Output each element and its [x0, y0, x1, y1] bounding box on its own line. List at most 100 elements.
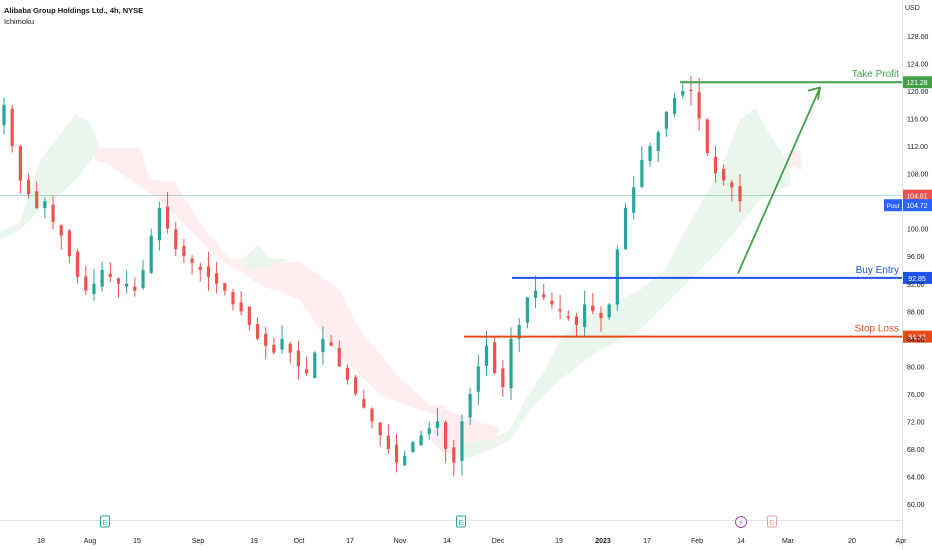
- time-tick: 17: [346, 538, 354, 545]
- candle: [174, 221, 178, 256]
- time-tick: 17: [643, 538, 651, 545]
- candle: [599, 306, 603, 332]
- candle: [280, 325, 284, 354]
- candle: [59, 224, 63, 250]
- time-axis: 18 Aug 15 Sep 19 Oct 17 Nov 14 Dec 19 2023 17 Feb 14 Ma…: [37, 538, 907, 545]
- candle-body: [493, 342, 497, 374]
- candle-body: [223, 283, 227, 291]
- candle-body: [640, 159, 644, 187]
- candle-body: [272, 344, 276, 353]
- candle: [509, 327, 513, 400]
- earnings-marker-letter: E: [458, 518, 463, 527]
- candle-body: [533, 290, 538, 298]
- indicator-label[interactable]: Ichimoku: [4, 17, 35, 26]
- candle: [607, 303, 611, 320]
- candle: [738, 174, 742, 212]
- candle-body: [648, 146, 652, 161]
- candle-body: [51, 204, 55, 222]
- candle: [468, 387, 472, 425]
- candle: [149, 228, 153, 275]
- earnings-marker-letter: E: [102, 518, 107, 527]
- price-tick: 72.00: [907, 419, 925, 426]
- candle: [215, 261, 219, 294]
- candle: [476, 354, 480, 406]
- candle-body: [607, 304, 611, 318]
- price-axis: 60.00 64.00 68.00 72.00 76.00 80.00 84.00 88.00…: [907, 34, 929, 509]
- price-tick: 92.00: [907, 282, 925, 289]
- candle-body: [583, 304, 587, 328]
- candle-body: [730, 182, 734, 188]
- candle: [648, 142, 652, 167]
- dividend-marker: ⚡: [735, 516, 747, 528]
- candle-body: [84, 276, 88, 291]
- candle-body: [435, 421, 440, 428]
- candle: [542, 283, 546, 301]
- level-price-text-2: 84.32: [908, 335, 926, 342]
- post-price-text: 104.72: [906, 203, 928, 210]
- candle-body: [460, 421, 464, 461]
- candle-body: [509, 338, 513, 389]
- candle-body: [165, 206, 170, 229]
- candle: [697, 77, 701, 131]
- candle-body: [264, 333, 268, 346]
- candle-body: [231, 292, 235, 305]
- candle-body: [378, 422, 382, 436]
- candle: [43, 197, 47, 219]
- candle-body: [76, 251, 80, 277]
- level-label-2: Stop Loss: [855, 324, 899, 335]
- candle-body: [574, 316, 579, 326]
- candle: [321, 326, 325, 365]
- candle-body: [174, 229, 178, 250]
- price-tick: 100.00: [907, 227, 929, 234]
- candle: [460, 414, 464, 476]
- candle: [672, 92, 677, 118]
- price-tick: 80.00: [907, 364, 925, 371]
- candle: [501, 359, 505, 397]
- last-price-text: 104.81: [906, 194, 928, 201]
- candle: [345, 364, 350, 385]
- time-tick: Sep: [192, 538, 205, 545]
- candle-body: [108, 273, 112, 277]
- earnings-marker: E: [100, 515, 110, 528]
- candle: [92, 268, 96, 301]
- time-tick: Aug: [84, 538, 97, 545]
- candle: [157, 201, 161, 251]
- time-tick: Oct: [294, 538, 305, 545]
- candle-body: [337, 347, 341, 367]
- candle-body: [525, 297, 529, 323]
- earnings-marker-box: [100, 515, 110, 528]
- candle-body: [664, 111, 668, 129]
- candle-body: [345, 367, 350, 381]
- candle: [386, 424, 390, 455]
- time-tick: Mar: [782, 538, 795, 545]
- candle-body: [681, 91, 685, 96]
- candle: [444, 420, 448, 463]
- earnings-marker: E: [767, 515, 777, 528]
- time-tick: Dec: [492, 538, 505, 545]
- level-price-tag-2: [903, 330, 932, 343]
- earnings-marker: E: [456, 515, 466, 528]
- candle-body: [116, 278, 121, 284]
- time-tick: 19: [555, 538, 563, 545]
- candle-body: [354, 377, 358, 394]
- level-label-0: Take Profit: [852, 69, 899, 80]
- candle: [362, 389, 366, 409]
- candle: [354, 375, 358, 397]
- candle: [182, 239, 186, 263]
- arrow-head: [807, 86, 822, 100]
- post-label-tag: [884, 199, 902, 212]
- price-tick: 76.00: [907, 392, 925, 399]
- candle: [165, 192, 170, 234]
- candle: [378, 422, 382, 447]
- candle-body: [411, 442, 415, 452]
- symbol-title[interactable]: Alibaba Group Holdings Ltd., 4h, NYSE: [4, 6, 144, 15]
- candle: [223, 282, 227, 296]
- candle: [484, 330, 489, 376]
- candle-body: [599, 312, 603, 319]
- candles: [2, 76, 742, 477]
- candle-body: [43, 201, 47, 209]
- last-price-tag: [903, 189, 932, 202]
- candle-body: [255, 324, 260, 339]
- candle: [623, 203, 628, 250]
